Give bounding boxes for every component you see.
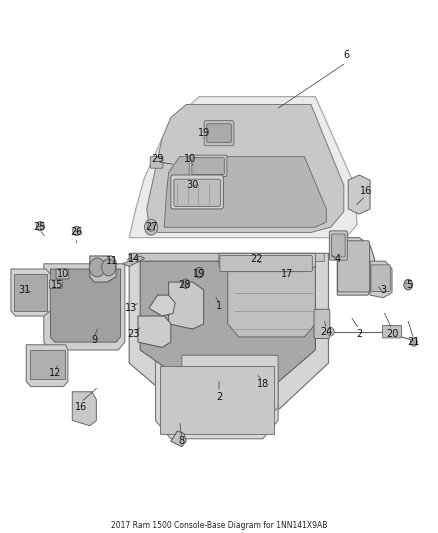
Text: 9: 9	[91, 335, 97, 344]
FancyBboxPatch shape	[207, 124, 231, 143]
Text: 31: 31	[18, 285, 30, 295]
Text: 6: 6	[343, 50, 349, 60]
Polygon shape	[169, 282, 204, 329]
Polygon shape	[149, 295, 175, 316]
Polygon shape	[140, 261, 315, 384]
Text: 4: 4	[334, 254, 340, 263]
Polygon shape	[147, 104, 344, 232]
Text: 21: 21	[408, 337, 420, 347]
Text: 16: 16	[360, 185, 372, 196]
Polygon shape	[123, 256, 145, 266]
Polygon shape	[348, 175, 370, 214]
FancyBboxPatch shape	[56, 269, 69, 279]
FancyBboxPatch shape	[171, 175, 223, 209]
Circle shape	[327, 327, 334, 336]
FancyBboxPatch shape	[174, 179, 220, 206]
Text: 2: 2	[356, 329, 362, 340]
Circle shape	[404, 279, 413, 290]
Text: 28: 28	[178, 280, 190, 289]
Text: 27: 27	[145, 222, 157, 232]
Polygon shape	[30, 350, 65, 378]
Polygon shape	[155, 358, 278, 439]
Polygon shape	[129, 96, 357, 238]
Polygon shape	[11, 269, 50, 316]
FancyBboxPatch shape	[189, 155, 227, 176]
Text: 18: 18	[257, 379, 269, 389]
Circle shape	[36, 222, 44, 231]
Text: 26: 26	[71, 228, 83, 237]
Circle shape	[182, 279, 190, 288]
Text: 19: 19	[198, 128, 210, 138]
Text: 29: 29	[152, 155, 164, 164]
Polygon shape	[337, 238, 374, 295]
FancyBboxPatch shape	[49, 280, 62, 288]
FancyBboxPatch shape	[332, 234, 345, 257]
Polygon shape	[182, 355, 278, 415]
FancyBboxPatch shape	[371, 265, 390, 292]
Text: 19: 19	[193, 269, 205, 279]
Polygon shape	[26, 345, 68, 386]
Circle shape	[102, 259, 116, 276]
Text: 12: 12	[49, 368, 61, 378]
Polygon shape	[14, 274, 47, 311]
Polygon shape	[131, 253, 324, 261]
Text: 16: 16	[75, 402, 87, 413]
Circle shape	[73, 226, 81, 236]
Text: 2017 Ram 1500 Console-Base Diagram for 1NN141X9AB: 2017 Ram 1500 Console-Base Diagram for 1…	[111, 521, 327, 530]
Text: 23: 23	[127, 329, 140, 340]
Polygon shape	[50, 269, 120, 342]
FancyBboxPatch shape	[338, 241, 370, 292]
FancyBboxPatch shape	[220, 255, 312, 272]
Text: 30: 30	[187, 181, 199, 190]
Text: 11: 11	[106, 256, 118, 266]
Circle shape	[148, 223, 155, 231]
Text: 10: 10	[57, 269, 70, 279]
Text: 25: 25	[33, 222, 46, 232]
Text: 24: 24	[320, 327, 332, 337]
FancyBboxPatch shape	[329, 231, 347, 260]
Polygon shape	[164, 157, 326, 227]
Text: 8: 8	[179, 437, 185, 446]
Text: 13: 13	[125, 303, 138, 313]
Circle shape	[145, 220, 158, 235]
Text: 20: 20	[386, 329, 398, 340]
Circle shape	[410, 338, 417, 346]
FancyBboxPatch shape	[150, 157, 163, 168]
Polygon shape	[72, 392, 96, 426]
FancyBboxPatch shape	[204, 120, 234, 146]
Text: 3: 3	[380, 285, 386, 295]
FancyBboxPatch shape	[314, 309, 330, 338]
Bar	[160, 366, 274, 433]
Text: 17: 17	[281, 269, 293, 279]
Polygon shape	[44, 264, 125, 350]
Text: 1: 1	[216, 301, 222, 311]
Polygon shape	[90, 256, 116, 282]
Polygon shape	[228, 266, 315, 337]
FancyBboxPatch shape	[192, 158, 224, 174]
Text: 2: 2	[216, 392, 222, 402]
Text: 5: 5	[406, 280, 413, 289]
Circle shape	[195, 268, 204, 278]
Circle shape	[89, 258, 105, 277]
Polygon shape	[219, 253, 315, 272]
Polygon shape	[171, 431, 186, 447]
Polygon shape	[138, 316, 171, 348]
Polygon shape	[129, 253, 328, 410]
Polygon shape	[370, 261, 392, 298]
Text: 15: 15	[51, 280, 63, 289]
Text: 22: 22	[250, 254, 262, 263]
Text: 14: 14	[127, 254, 140, 263]
Text: 10: 10	[184, 155, 197, 164]
FancyBboxPatch shape	[382, 326, 402, 338]
